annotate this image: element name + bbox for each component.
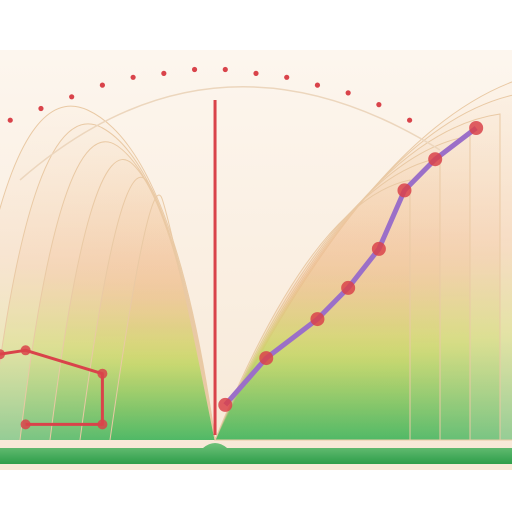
series-point <box>397 183 412 198</box>
series-point <box>341 280 356 295</box>
series-line <box>223 126 478 407</box>
series-dot <box>38 105 44 112</box>
chart-marks <box>0 66 484 435</box>
series-dot <box>161 70 167 76</box>
series-dot <box>314 82 321 88</box>
series-point <box>218 397 233 412</box>
series-dot <box>376 102 382 108</box>
series-point <box>20 345 31 356</box>
background-arc <box>19 86 441 181</box>
series-point <box>310 312 325 327</box>
series-point <box>259 351 274 366</box>
series-dot <box>7 117 13 123</box>
fan-curve-left <box>109 194 216 441</box>
series-point <box>0 349 5 360</box>
series-dot <box>222 66 228 73</box>
baseline-band <box>0 443 512 464</box>
series-dot <box>284 74 290 80</box>
chart-background <box>0 50 512 470</box>
series-dot <box>99 82 105 88</box>
series-dot <box>191 66 198 73</box>
series-point <box>20 419 31 430</box>
series-point <box>428 152 443 167</box>
series-point <box>97 368 108 379</box>
series-point <box>97 419 108 430</box>
series-point <box>371 241 386 256</box>
series-dot <box>130 74 136 80</box>
series-dot <box>407 117 413 123</box>
fan-curve-right <box>214 179 411 441</box>
series-dot <box>253 70 259 76</box>
series-dot <box>69 94 75 100</box>
series-dot <box>345 90 351 96</box>
series-point <box>469 121 484 135</box>
